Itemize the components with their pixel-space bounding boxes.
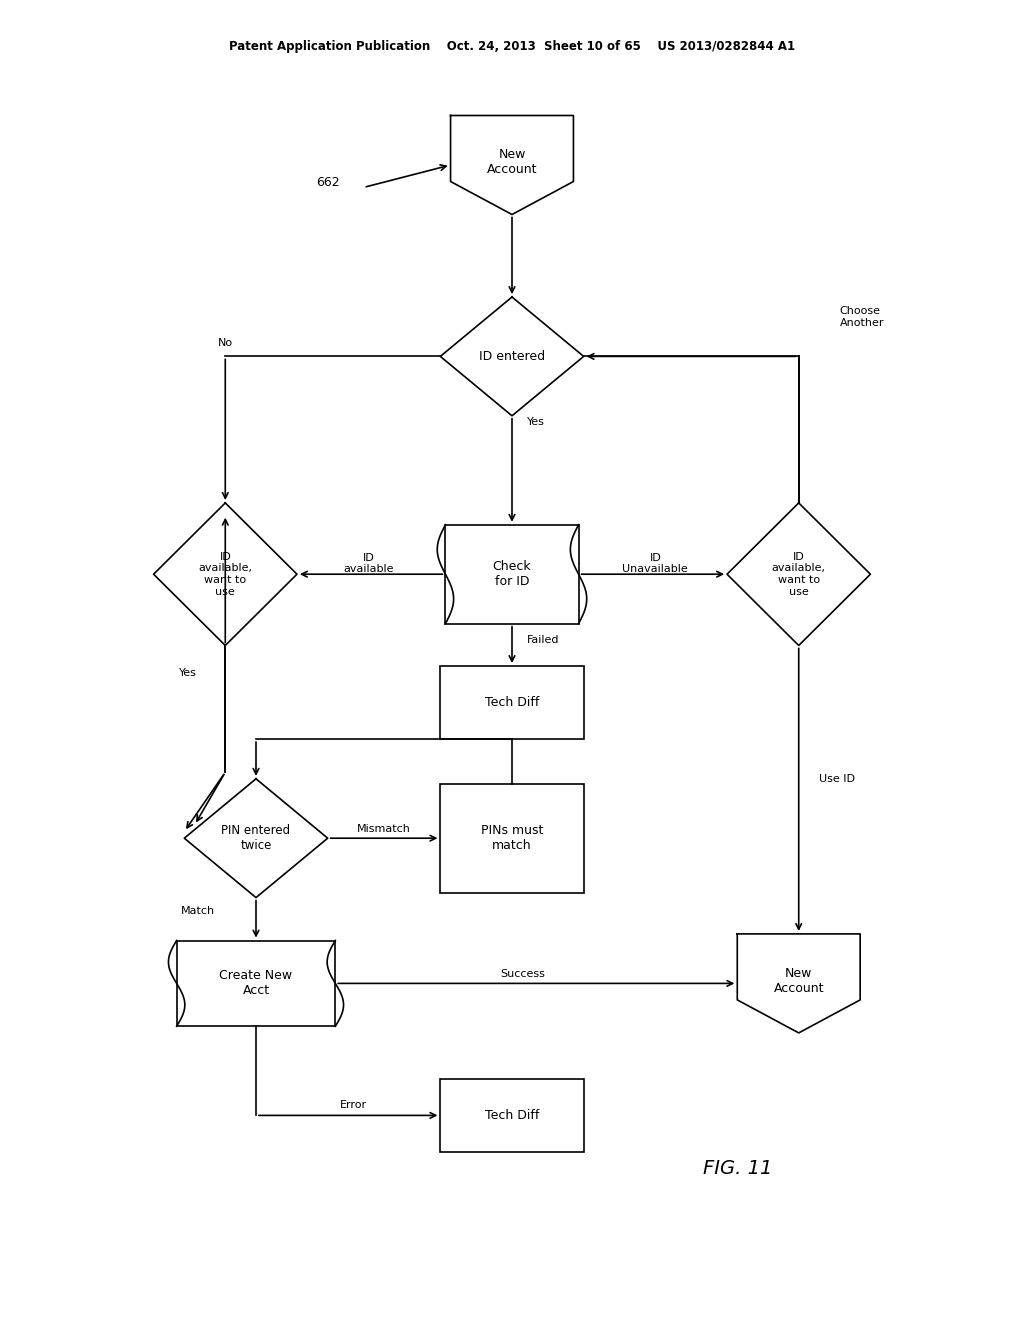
Text: Success: Success: [500, 969, 545, 979]
Text: Tech Diff: Tech Diff: [484, 696, 540, 709]
Text: Choose
Another: Choose Another: [840, 306, 884, 327]
Bar: [440, 665, 584, 739]
Text: ID
available,
want to
use: ID available, want to use: [772, 552, 825, 597]
Text: Yes: Yes: [179, 668, 197, 678]
Text: Check
for ID: Check for ID: [493, 560, 531, 589]
Text: ID
available: ID available: [343, 553, 394, 574]
Bar: [440, 1080, 584, 1151]
Text: Patent Application Publication    Oct. 24, 2013  Sheet 10 of 65    US 2013/02828: Patent Application Publication Oct. 24, …: [229, 40, 795, 53]
Text: Create New
Acct: Create New Acct: [219, 969, 293, 998]
Text: FIG. 11: FIG. 11: [702, 1159, 772, 1177]
Bar: [445, 525, 579, 624]
Text: 662: 662: [315, 176, 340, 189]
Text: No: No: [218, 338, 232, 348]
Text: Yes: Yes: [527, 417, 545, 428]
Text: Error: Error: [340, 1100, 367, 1110]
Bar: [176, 940, 336, 1027]
Text: Use ID: Use ID: [819, 774, 855, 784]
Text: ID
Unavailable: ID Unavailable: [623, 553, 688, 574]
Text: New
Account: New Account: [773, 966, 824, 995]
Text: ID
available,
want to
use: ID available, want to use: [199, 552, 252, 597]
Text: New
Account: New Account: [486, 148, 538, 177]
Text: PIN entered
twice: PIN entered twice: [221, 824, 291, 853]
Text: Mismatch: Mismatch: [357, 824, 411, 834]
Text: Tech Diff: Tech Diff: [484, 1109, 540, 1122]
Text: ID entered: ID entered: [479, 350, 545, 363]
Text: PINs must
match: PINs must match: [481, 824, 543, 853]
Text: Failed: Failed: [527, 635, 560, 645]
Bar: [440, 784, 584, 892]
Text: Match: Match: [181, 906, 215, 916]
